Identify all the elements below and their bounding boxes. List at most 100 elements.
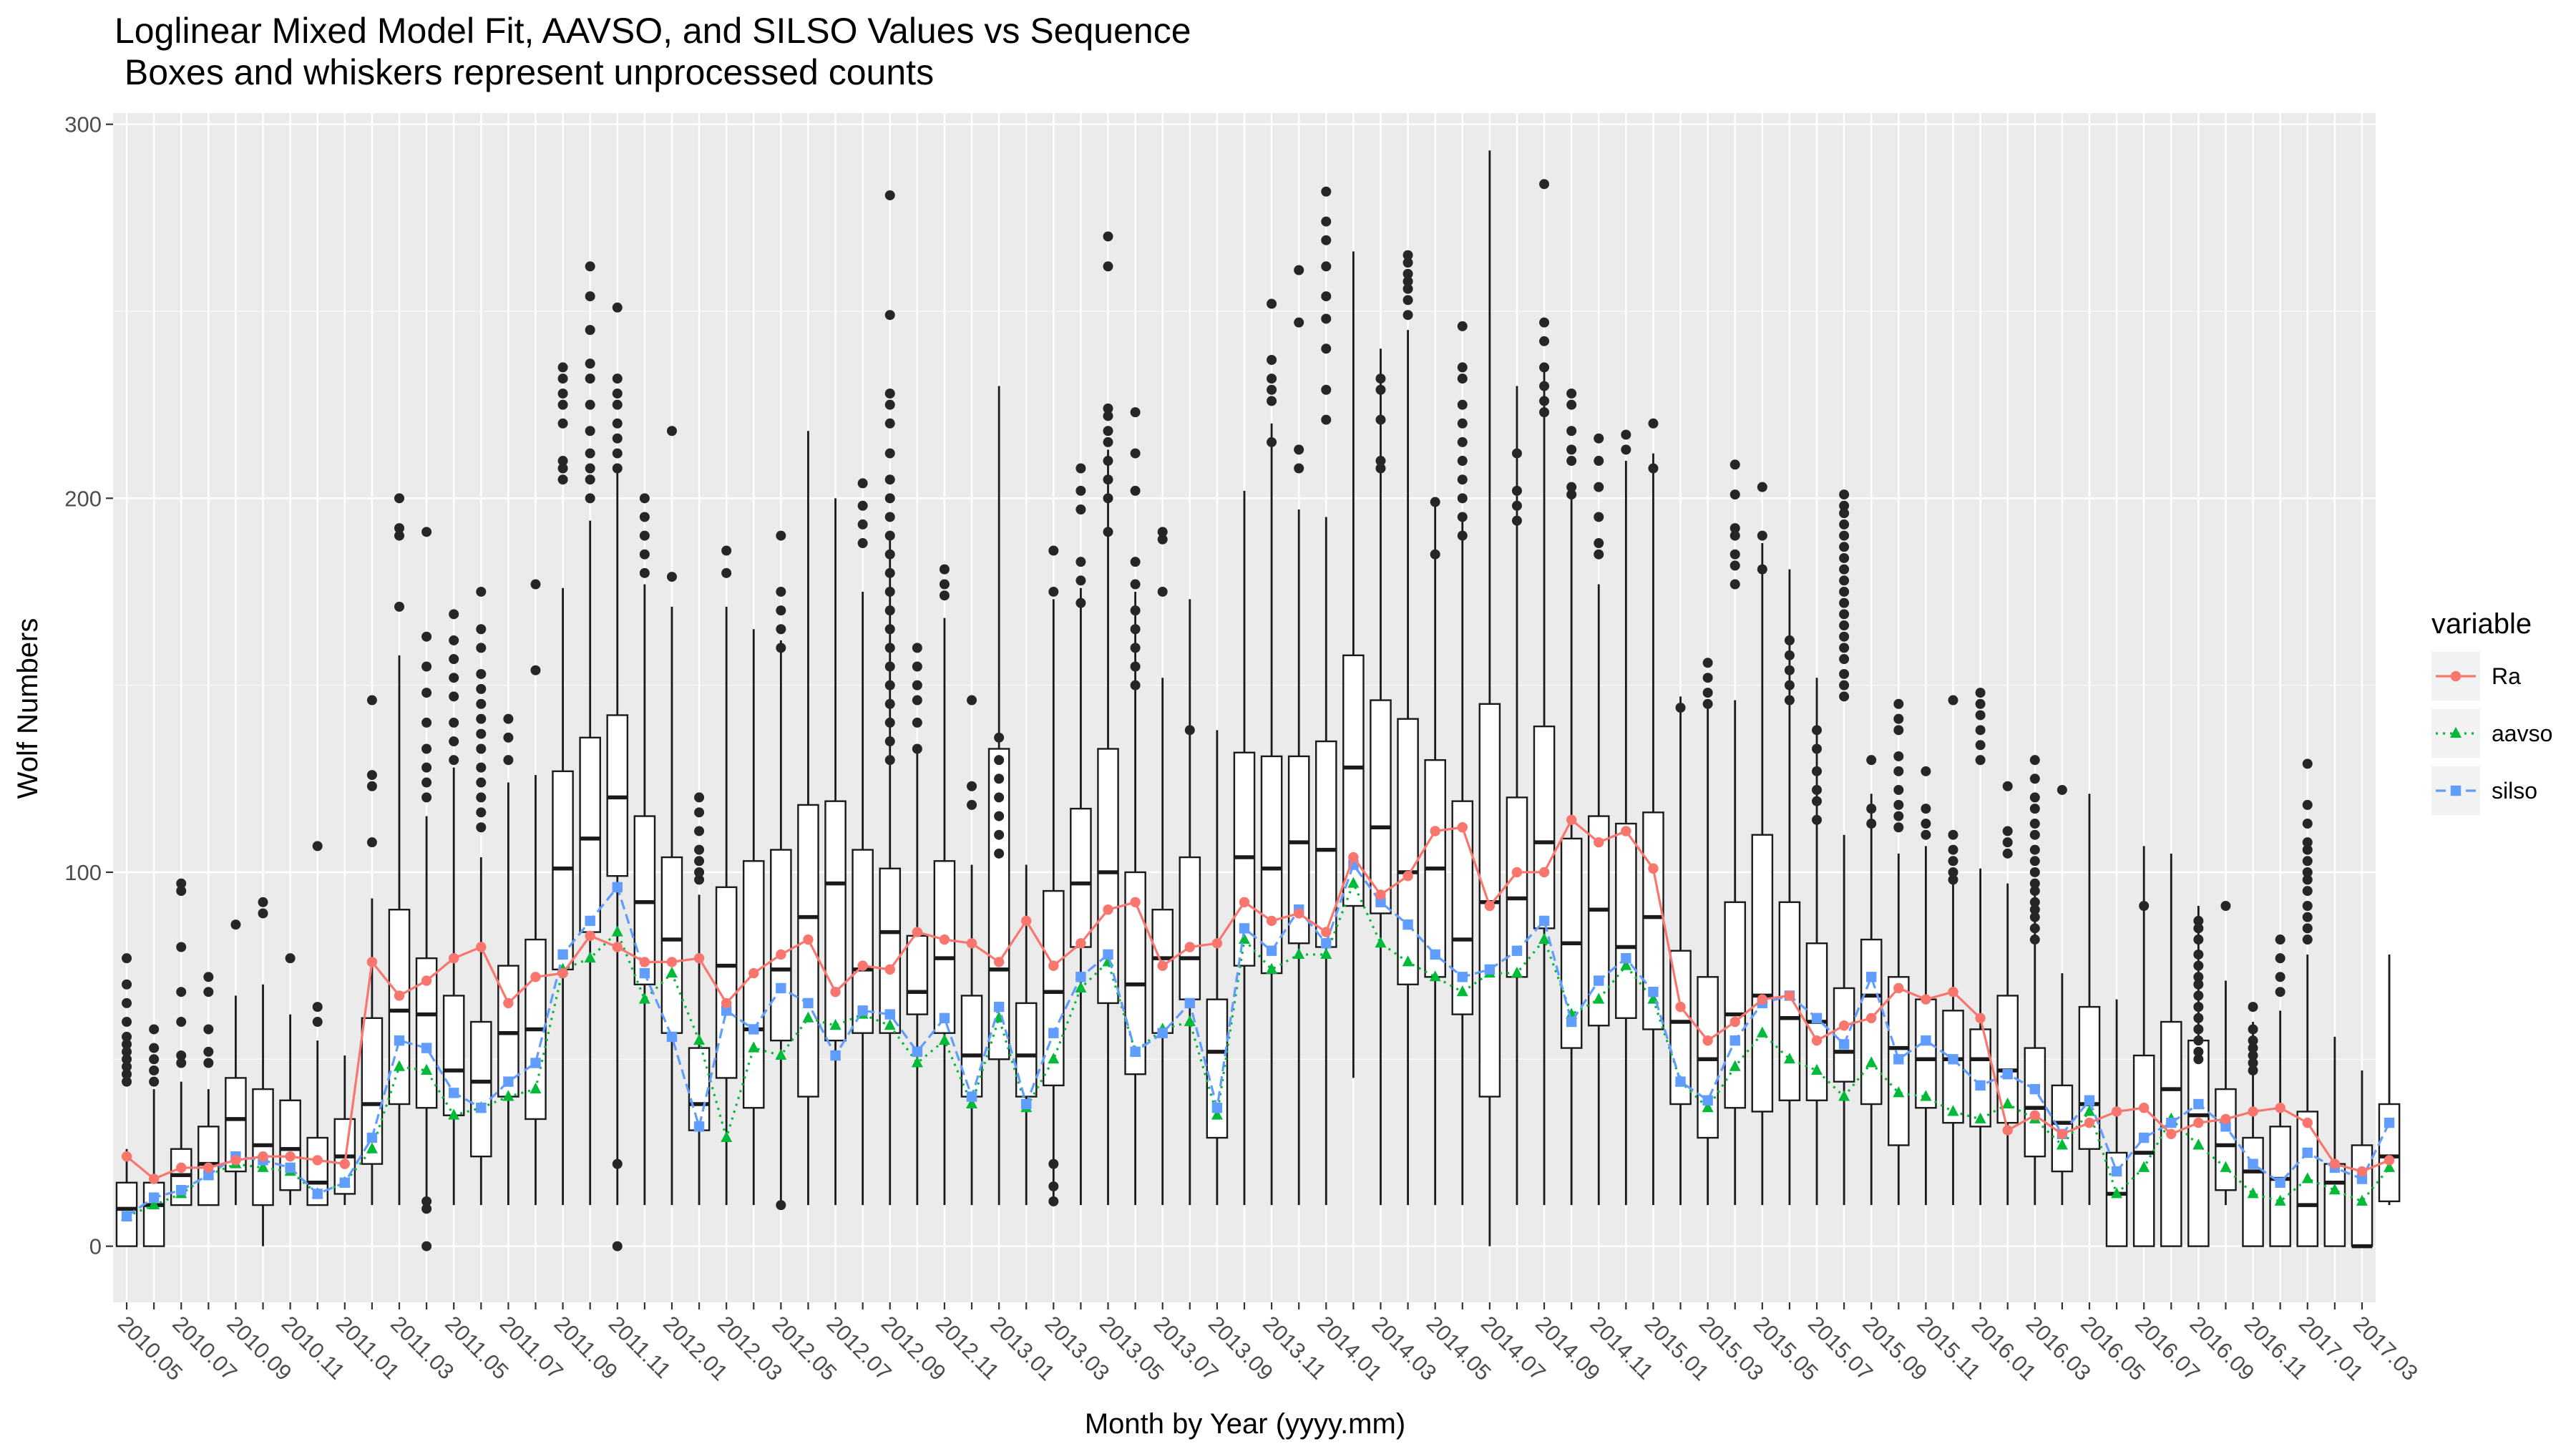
box xyxy=(470,1020,492,1158)
series-point-aavso xyxy=(1266,962,1278,974)
outlier-point xyxy=(1321,313,1332,324)
outlier-point xyxy=(2220,901,2231,911)
series-point-aavso xyxy=(2274,1194,2286,1206)
series-point-aavso xyxy=(2056,1138,2068,1150)
outlier-point xyxy=(1702,688,1713,698)
outlier-point xyxy=(857,500,868,511)
outlier-point xyxy=(1729,549,1740,560)
outlier-point xyxy=(1812,743,1823,754)
series-point-aavso xyxy=(611,925,623,937)
series-point-Ra xyxy=(1538,867,1550,878)
outlier-point xyxy=(1103,411,1113,421)
outlier-point xyxy=(1511,515,1522,526)
series-point-silso xyxy=(1621,952,1631,964)
outlier-point xyxy=(1893,713,1904,724)
outlier-point xyxy=(1321,291,1332,302)
outlier-point xyxy=(2275,987,2285,997)
series-point-silso xyxy=(1321,938,1332,949)
series-point-Ra xyxy=(421,975,432,986)
outlier-point xyxy=(2302,874,2313,885)
box xyxy=(1942,1010,1964,1124)
outlier-point xyxy=(884,680,895,691)
outlier-point xyxy=(639,512,650,522)
outlier-point xyxy=(1839,631,1850,642)
outlier-point xyxy=(912,661,922,672)
outlier-point xyxy=(2275,935,2285,945)
series-point-aavso xyxy=(148,1198,160,1210)
outlier-point xyxy=(1812,784,1823,795)
outlier-point xyxy=(884,474,895,485)
outlier-point xyxy=(694,826,705,836)
series-point-silso xyxy=(2029,1083,2040,1095)
series-point-Ra xyxy=(884,964,895,975)
series-point-silso xyxy=(421,1043,432,1053)
outlier-point xyxy=(912,695,922,706)
series-point-Ra xyxy=(1293,908,1304,919)
series-point-Ra xyxy=(1130,897,1141,907)
outlier-point xyxy=(1075,504,1086,514)
series-point-Ra xyxy=(830,987,841,997)
series-point-silso xyxy=(721,1005,732,1016)
outlier-point xyxy=(857,519,868,530)
box xyxy=(715,886,738,1079)
outlier-point xyxy=(884,310,895,321)
outlier-point xyxy=(2193,1013,2204,1023)
series-point-Ra xyxy=(1021,915,1032,927)
outlier-point xyxy=(776,586,786,597)
outlier-point xyxy=(1948,856,1958,867)
outlier-point xyxy=(203,1058,214,1068)
outlier-point xyxy=(884,448,895,459)
series-point-aavso xyxy=(502,1090,514,1101)
series-point-Ra xyxy=(721,997,732,1009)
series-point-Ra xyxy=(803,934,814,945)
outlier-point xyxy=(366,770,377,781)
outlier-point xyxy=(721,545,732,556)
outlier-point xyxy=(1130,448,1141,459)
series-point-Ra xyxy=(1266,915,1277,927)
outlier-point xyxy=(884,586,895,597)
outlier-point xyxy=(639,549,650,560)
outlier-point xyxy=(149,1054,160,1065)
series-point-aavso xyxy=(665,966,678,978)
series-point-aavso xyxy=(1347,877,1360,888)
outlier-point xyxy=(1812,814,1823,825)
box xyxy=(1151,909,1174,1034)
series-point-silso xyxy=(176,1185,187,1196)
outlier-point xyxy=(2029,897,2040,907)
box xyxy=(688,1047,711,1131)
outlier-point xyxy=(1893,822,1904,833)
outlier-point xyxy=(1839,586,1850,597)
outlier-point xyxy=(1539,381,1550,391)
outlier-point xyxy=(2029,912,2040,922)
outlier-point xyxy=(639,530,650,541)
outlier-point xyxy=(2002,848,2013,859)
outlier-point xyxy=(1948,829,1958,840)
outlier-point xyxy=(285,953,296,964)
series-point-silso xyxy=(1675,1076,1686,1087)
outlier-point xyxy=(2029,844,2040,855)
outlier-point xyxy=(394,493,405,504)
series-point-aavso xyxy=(1620,959,1632,970)
series-point-silso xyxy=(1838,1039,1850,1050)
series-point-silso xyxy=(2220,1121,2231,1132)
outlier-point xyxy=(884,190,895,200)
box xyxy=(388,909,411,1106)
outlier-point xyxy=(1075,463,1086,474)
outlier-point xyxy=(1184,725,1195,736)
box xyxy=(770,849,792,1042)
series-point-Ra xyxy=(1838,1020,1850,1031)
outlier-point xyxy=(694,792,705,803)
series-point-aavso xyxy=(1320,947,1332,959)
series-point-silso xyxy=(1266,945,1277,956)
outlier-point xyxy=(2193,923,2204,934)
outlier-point xyxy=(2002,826,2013,836)
outlier-point xyxy=(1402,310,1413,321)
outlier-point xyxy=(1130,579,1141,590)
outlier-point xyxy=(312,1002,323,1013)
series-point-silso xyxy=(1921,1035,1931,1046)
outlier-point xyxy=(857,478,868,489)
outlier-point xyxy=(449,673,459,683)
outlier-point xyxy=(1594,512,1604,522)
outlier-point xyxy=(122,1054,132,1065)
outlier-point xyxy=(421,631,432,642)
